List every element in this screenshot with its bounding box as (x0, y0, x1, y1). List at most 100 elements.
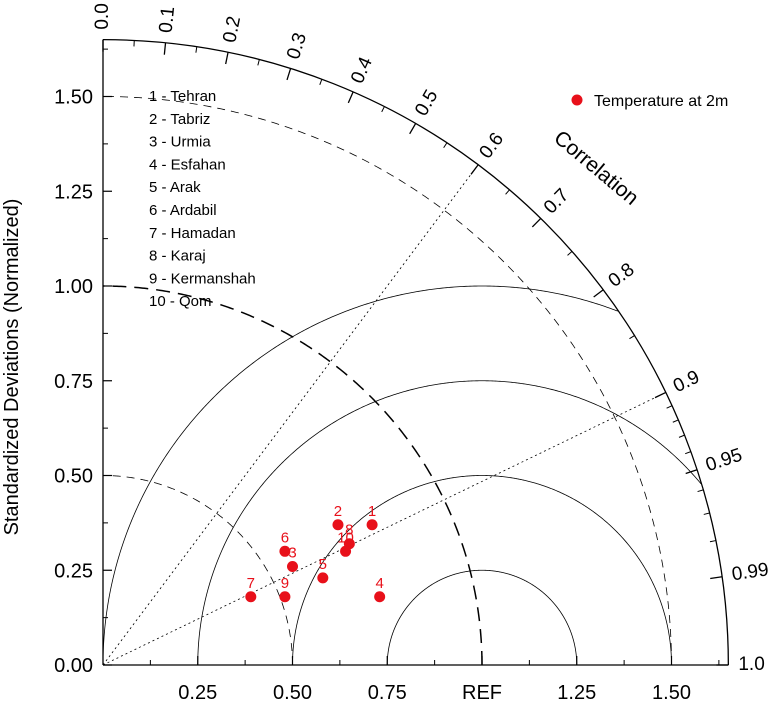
data-point (317, 572, 329, 584)
correlation-tick-label: 0.5 (411, 86, 442, 119)
station-list-item: 8 - Karaj (149, 248, 206, 265)
correlation-minor-tick (195, 46, 198, 53)
correlation-tick-label: 1.0 (738, 654, 764, 675)
correlation-minor-tick (443, 142, 448, 149)
y-tick-label: 0.75 (54, 371, 93, 393)
x-tick-label: 0.25 (178, 682, 217, 703)
station-list-item: 6 - Ardabil (149, 202, 217, 219)
std-arc (103, 475, 293, 665)
correlation-major-tick (654, 391, 667, 399)
correlation-minor-tick (678, 434, 685, 438)
point-label: 4 (375, 575, 383, 592)
correlation-tick-label: 0.1 (156, 5, 180, 33)
std-arc (102, 96, 672, 666)
data-point (374, 591, 386, 603)
correlation-tick-label: 0.95 (703, 445, 745, 476)
point-label: 9 (281, 575, 289, 592)
correlation-tick-label: 0.2 (219, 14, 245, 44)
rms-arcs (102, 96, 702, 666)
data-point (279, 545, 291, 557)
correlation-tick-label: 0.0 (92, 3, 113, 29)
correlation-major-tick (409, 123, 417, 135)
correlation-major-tick (286, 68, 292, 81)
data-point (366, 519, 378, 531)
point-label: 2 (334, 503, 342, 520)
x-tick-label: 1.50 (652, 682, 691, 703)
data-point (332, 519, 344, 531)
correlation-major-tick (710, 576, 723, 580)
correlation-minor-tick (709, 540, 716, 543)
correlation-minor-tick (685, 451, 691, 455)
correlation-tick-label: 0.9 (670, 367, 703, 397)
point-label: 1 (368, 503, 376, 520)
correlation-tick-label: 0.7 (540, 185, 573, 219)
correlation-minor-tick (697, 489, 704, 493)
point-label: 6 (281, 529, 289, 546)
correlation-ray (102, 392, 666, 666)
ref-arc (102, 285, 483, 666)
correlation-minor-tick (672, 419, 679, 423)
axis-ticks: 0.000.250.500.751.001.251.500.25 0.50 0.75… (54, 48, 720, 703)
point-label: 10 (337, 529, 354, 546)
point-label: 5 (319, 556, 327, 573)
x-tick-label: REF (462, 682, 502, 703)
rms-arc (386, 569, 578, 665)
correlation-rays (102, 164, 666, 666)
correlation-major-tick (163, 42, 167, 55)
rms-arc (292, 475, 672, 665)
data-point (245, 591, 257, 603)
rms-arc (102, 285, 618, 666)
station-list-item: 5 - Arak (149, 179, 201, 196)
y-tick-label: 1.50 (54, 87, 93, 109)
station-list-item: 3 - Urmia (149, 134, 211, 151)
point-label: 8 (345, 522, 353, 539)
correlation-major-tick (225, 52, 229, 65)
correlation-minor-tick (319, 79, 323, 85)
outer-arc (102, 39, 729, 666)
data-point (279, 591, 291, 603)
correlation-minor-tick (703, 512, 710, 515)
correlation-tick-label: 0.6 (475, 129, 508, 163)
correlation-minor-tick (567, 250, 573, 256)
correlation-minor-tick (505, 189, 510, 195)
y-tick-label: 0.00 (54, 655, 93, 677)
correlation-tick-label: 0.8 (605, 259, 639, 292)
correlation-major-tick (347, 91, 354, 104)
y-tick-label: 1.00 (54, 276, 93, 298)
point-label: 3 (288, 544, 296, 561)
correlation-minor-tick (666, 405, 673, 409)
y-tick-label: 0.50 (54, 466, 93, 488)
rms-arc (197, 380, 702, 665)
station-list-item: 4 - Esfahan (149, 156, 226, 173)
correlation-tick-label: 0.4 (347, 54, 377, 87)
x-tick-label: 0.50 (273, 682, 312, 703)
correlation-minor-tick (257, 59, 260, 66)
correlation-major-tick (531, 217, 542, 228)
correlation-minor-tick (629, 335, 635, 340)
station-list-item: 1 - Tehran (149, 88, 216, 105)
correlation-major-tick (470, 164, 479, 175)
correlation-major-tick (685, 469, 698, 475)
y-tick-label: 1.25 (54, 181, 93, 203)
correlation-tick-label: 0.99 (730, 559, 770, 585)
y-axis-label: Standardized Deviations (Normalized) (1, 199, 23, 536)
correlation-major-tick (593, 289, 604, 298)
station-list-item: 2 - Tabriz (149, 111, 210, 128)
y-tick-label: 0.25 (54, 560, 93, 582)
x-tick-label: 0.75 (368, 682, 407, 703)
legend-label: Temperature at 2m (594, 93, 728, 110)
legend-marker (571, 94, 583, 106)
x-tick-label: 1.25 (557, 682, 596, 703)
station-list-item: 10 - Qom (149, 293, 212, 310)
data-point (287, 560, 298, 572)
data-point (340, 545, 352, 557)
data-points: 1 2 3 4 5 6 7 8 9 10 (245, 503, 386, 603)
correlation-minor-tick (381, 106, 385, 113)
legend: 1 - Tehran 2 - Tabriz 3 - Urmia 4 - Esfahan… (149, 88, 728, 310)
correlation-tick-label: 0.3 (283, 30, 311, 62)
station-list-item: 9 - Kermanshah (149, 270, 256, 287)
correlation-ray (102, 164, 479, 666)
station-list-item: 7 - Hamadan (149, 225, 236, 242)
point-label: 7 (247, 575, 255, 592)
